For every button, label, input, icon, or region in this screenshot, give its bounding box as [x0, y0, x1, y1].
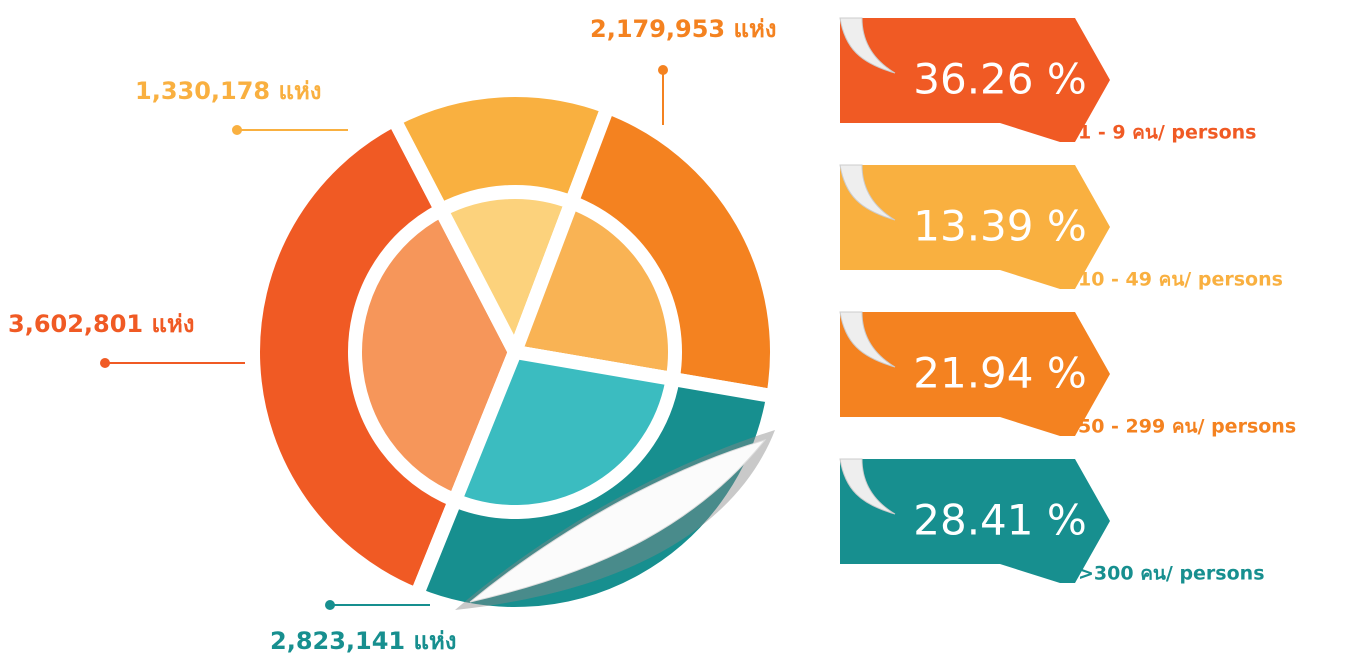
pie-slice-inner [505, 193, 682, 388]
percent-label: 21.94 % [913, 349, 1087, 398]
percent-label: 36.26 % [913, 55, 1087, 104]
legend-curl [839, 458, 896, 515]
count-label: 1,330,178 แห่ง [135, 77, 322, 105]
percent-label: 28.41 % [913, 496, 1087, 545]
pie-slice-inner [445, 344, 681, 519]
legend-curl [839, 17, 896, 74]
legend-label: 10 - 49 คน/ persons [1078, 269, 1283, 291]
leader-dot [658, 65, 668, 75]
pie-slice-inner [431, 185, 581, 370]
count-label: 2,823,141 แห่ง [270, 627, 457, 655]
legend-banner [840, 459, 1110, 583]
legend-label: 50 - 299 คน/ persons [1078, 416, 1296, 438]
leader-dot [325, 600, 335, 610]
legend-banner [840, 165, 1110, 289]
legend-banner [840, 312, 1110, 436]
legend-label: 1 - 9 คน/ persons [1078, 122, 1256, 144]
count-label: 3,602,801 แห่ง [8, 310, 195, 338]
leader-dot [232, 125, 242, 135]
page-curl [469, 439, 767, 603]
leader-dot [100, 358, 110, 368]
count-label: 2,179,953 แห่ง [590, 15, 777, 43]
legend-curl [839, 164, 896, 221]
percent-label: 13.39 % [913, 202, 1087, 251]
legend-label: >300 คน/ persons [1078, 563, 1265, 585]
legend-curl [839, 311, 896, 368]
legend-banner [840, 18, 1110, 142]
